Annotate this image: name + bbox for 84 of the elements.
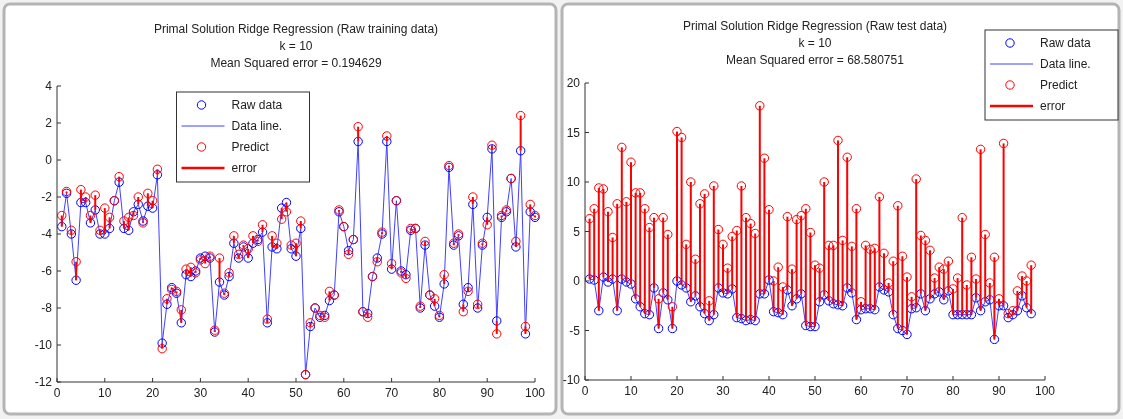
x-tick-label: 10 xyxy=(98,386,112,400)
chart-title: Primal Solution Ridge Regression (Raw test data) xyxy=(682,19,948,33)
x-tick-label: 80 xyxy=(432,386,447,400)
x-tick-label: 60 xyxy=(854,384,868,398)
bar xyxy=(998,298,1000,306)
bar xyxy=(524,326,527,334)
bar xyxy=(89,215,92,223)
legend-label: error xyxy=(231,161,257,175)
bar xyxy=(433,298,436,307)
legend-label: Data line. xyxy=(1040,57,1091,71)
x-tick-label: 40 xyxy=(762,384,776,398)
chart-subtitle: k = 10 xyxy=(279,39,313,53)
bar xyxy=(841,240,844,306)
x-tick-label: 70 xyxy=(900,384,914,398)
x-tick-label: 40 xyxy=(241,386,256,400)
text: Mean Squared error = 0.194629 xyxy=(210,56,382,70)
bar xyxy=(887,282,890,292)
bar xyxy=(443,274,446,284)
x-tick-label: 50 xyxy=(808,384,822,398)
bar xyxy=(910,296,913,309)
bar xyxy=(611,237,614,280)
x-tick-label: 90 xyxy=(480,386,495,400)
x-tick-label: 60 xyxy=(337,386,351,400)
bar xyxy=(519,115,522,151)
y-tick-label: -5 xyxy=(569,323,581,338)
y-tick-label: 10 xyxy=(566,175,581,189)
y-tick-label: 5 xyxy=(573,224,581,239)
chart-title: Primal Solution Ridge Regression (Raw training data) xyxy=(153,22,439,36)
legend-label: Predict xyxy=(1040,78,1079,92)
bar xyxy=(860,301,862,310)
legend-label: Predict xyxy=(231,140,270,154)
y-tick-label: -8 xyxy=(41,301,53,315)
y-tick-label: -2 xyxy=(41,190,53,204)
bar xyxy=(988,282,991,300)
bar xyxy=(754,233,757,321)
y-tick-label: 15 xyxy=(566,125,581,140)
y-tick-label: 0 xyxy=(45,153,53,167)
x-tick-label: 20 xyxy=(145,386,160,400)
y-tick-label: 4 xyxy=(45,79,53,93)
bar xyxy=(657,298,660,329)
x-tick-label: 70 xyxy=(384,386,399,400)
bar xyxy=(108,217,111,229)
bar xyxy=(625,201,628,282)
bar xyxy=(850,246,853,293)
x-tick-label: 10 xyxy=(624,384,638,398)
x-tick-label: 100 xyxy=(524,386,546,400)
y-tick-label: 0 xyxy=(573,274,581,288)
bar xyxy=(75,261,78,281)
x-tick-label: 90 xyxy=(992,384,1006,398)
x-tick-label: 80 xyxy=(946,384,960,398)
y-tick-label: -10 xyxy=(562,373,581,387)
legend-label: Raw data xyxy=(231,98,283,112)
y-tick-label: -12 xyxy=(34,375,53,389)
y-tick-label: 20 xyxy=(566,76,581,90)
bar xyxy=(708,300,711,321)
x-tick-label: 50 xyxy=(289,386,303,400)
x-tick-label: 30 xyxy=(193,386,208,400)
bar xyxy=(965,284,968,315)
legend-label: Raw data xyxy=(1040,36,1092,50)
legend-label: Data line. xyxy=(231,119,283,133)
bar xyxy=(952,288,954,315)
x-tick-label: 20 xyxy=(670,384,684,398)
bar xyxy=(648,227,651,315)
bar xyxy=(232,235,235,244)
bar xyxy=(685,244,688,288)
bar xyxy=(60,215,63,227)
bar xyxy=(261,224,264,233)
y-tick-label: -4 xyxy=(41,227,53,241)
bar xyxy=(588,218,591,280)
y-tick-label: -6 xyxy=(41,264,53,278)
legend-label: error xyxy=(1040,99,1066,113)
chart-subtitle: k = 10 xyxy=(798,36,832,50)
x-tick-label: 30 xyxy=(716,384,730,398)
bar xyxy=(165,298,168,305)
bar xyxy=(151,200,154,209)
y-tick-label: 2 xyxy=(45,116,53,130)
bar xyxy=(781,286,784,315)
bar xyxy=(180,309,183,323)
bar xyxy=(671,306,674,329)
bar xyxy=(357,126,360,142)
bar xyxy=(666,234,669,300)
y-tick-label: -10 xyxy=(34,338,53,352)
text: Mean Squared error = 68.580751 xyxy=(726,53,905,67)
x-tick-label: 100 xyxy=(1034,384,1056,398)
